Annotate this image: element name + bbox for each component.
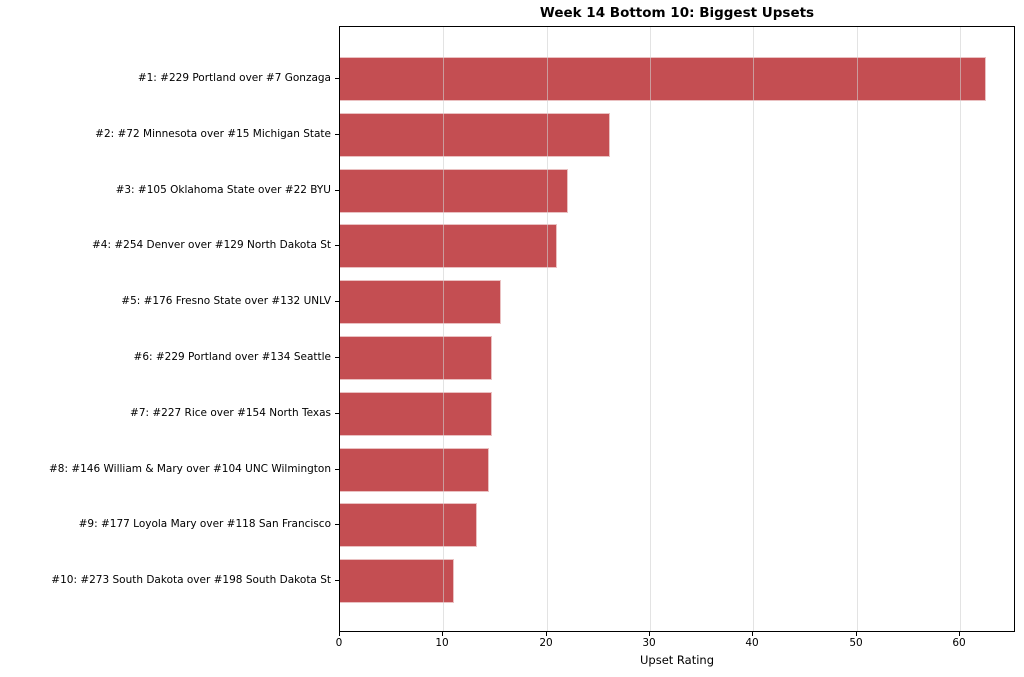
x-tick-mark — [959, 632, 960, 636]
y-tick-mark — [335, 412, 339, 414]
plot-area — [339, 26, 1015, 632]
x-tick-mark — [856, 632, 857, 636]
y-tick-mark — [335, 580, 339, 582]
x-tick-label: 20 — [539, 637, 553, 649]
y-tick-mark — [335, 301, 339, 303]
y-tick-label: #7: #227 Rice over #154 North Texas — [130, 406, 331, 419]
gridline — [753, 27, 754, 631]
y-tick-mark — [335, 524, 339, 526]
bar — [340, 280, 501, 325]
bar — [340, 559, 454, 604]
y-tick-label: #9: #177 Loyola Mary over #118 San Franc… — [78, 518, 331, 531]
y-tick-label: #2: #72 Minnesota over #15 Michigan Stat… — [95, 127, 331, 140]
x-tick-mark — [442, 632, 443, 636]
x-tick-mark — [339, 632, 340, 636]
x-tick-mark — [649, 632, 650, 636]
y-tick-label: #8: #146 William & Mary over #104 UNC Wi… — [48, 462, 331, 475]
y-tick-label: #5: #176 Fresno State over #132 UNLV — [121, 295, 331, 308]
bar — [340, 168, 568, 213]
bar — [340, 503, 477, 548]
x-tick-label: 60 — [952, 637, 966, 649]
gridline — [650, 27, 651, 631]
bar — [340, 336, 492, 380]
x-tick-label: 30 — [642, 637, 656, 649]
y-tick-label: #6: #229 Portland over #134 Seattle — [133, 351, 331, 363]
x-axis-label: Upset Rating — [639, 653, 715, 667]
y-tick-label: #10: #273 South Dakota over #198 South D… — [51, 574, 331, 587]
bar — [340, 447, 489, 492]
y-tick-mark — [335, 133, 339, 135]
x-tick-label: 10 — [435, 637, 449, 649]
y-tick-mark — [335, 245, 339, 247]
y-tick-label: #1: #229 Portland over #7 Gonzaga — [137, 72, 331, 84]
x-tick-label: 50 — [849, 637, 863, 649]
bar — [340, 391, 492, 436]
gridline — [547, 27, 548, 631]
y-tick-mark — [335, 189, 339, 191]
x-tick-mark — [752, 632, 753, 636]
y-tick-mark — [335, 468, 339, 470]
x-tick-mark — [546, 632, 547, 636]
y-tick-label: #4: #254 Denver over #129 North Dakota S… — [91, 239, 331, 252]
bar — [340, 57, 986, 101]
gridline — [960, 27, 961, 631]
chart-title: Week 14 Bottom 10: Biggest Upsets — [539, 5, 815, 21]
gridline — [443, 27, 444, 631]
x-tick-label: 40 — [745, 637, 759, 649]
bar — [340, 224, 557, 269]
y-tick-mark — [335, 357, 339, 358]
x-tick-label: 0 — [335, 637, 343, 649]
bar — [340, 112, 610, 157]
y-tick-mark — [335, 78, 339, 79]
gridline — [857, 27, 858, 631]
y-tick-label: #3: #105 Oklahoma State over #22 BYU — [115, 183, 331, 196]
